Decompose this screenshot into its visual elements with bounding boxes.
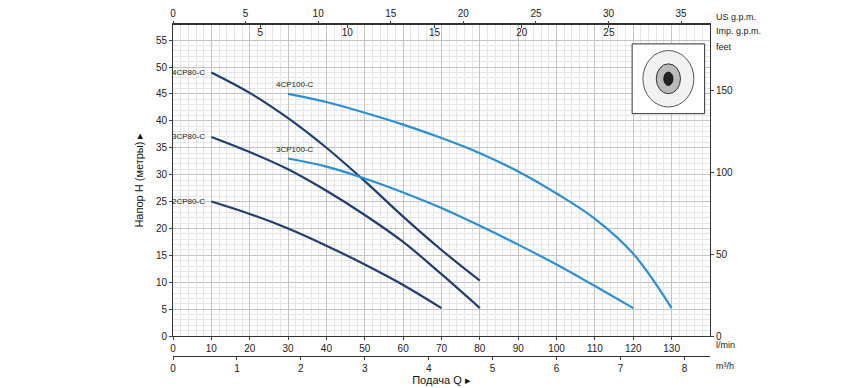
svg-text:100: 100 [716, 167, 733, 178]
svg-text:3CP100-C: 3CP100-C [276, 145, 314, 154]
svg-text:5: 5 [161, 304, 167, 315]
svg-text:3CP80-C: 3CP80-C [172, 132, 205, 141]
svg-text:7: 7 [618, 363, 624, 374]
svg-text:5: 5 [243, 8, 249, 19]
svg-text:60: 60 [398, 343, 410, 354]
svg-text:20: 20 [516, 27, 528, 38]
svg-text:2: 2 [298, 363, 304, 374]
svg-text:100: 100 [548, 343, 565, 354]
svg-text:1: 1 [234, 363, 240, 374]
svg-text:120: 120 [625, 343, 642, 354]
svg-text:40: 40 [156, 115, 168, 126]
svg-text:8: 8 [682, 363, 688, 374]
svg-text:90: 90 [513, 343, 525, 354]
svg-text:40: 40 [321, 343, 333, 354]
svg-text:6: 6 [554, 363, 560, 374]
svg-text:0: 0 [170, 8, 176, 19]
svg-text:110: 110 [587, 343, 603, 354]
svg-text:10: 10 [313, 8, 325, 19]
svg-text:25: 25 [156, 196, 168, 207]
svg-text:20: 20 [156, 223, 168, 234]
svg-text:5: 5 [490, 363, 496, 374]
svg-text:20: 20 [458, 8, 470, 19]
svg-text:20: 20 [244, 343, 256, 354]
svg-text:30: 30 [603, 8, 615, 19]
svg-text:2CP80-C: 2CP80-C [172, 197, 205, 206]
svg-text:Подача Q ▸: Подача Q ▸ [412, 374, 471, 386]
svg-text:55: 55 [156, 35, 168, 46]
svg-text:35: 35 [676, 8, 688, 19]
svg-text:10: 10 [342, 27, 354, 38]
svg-text:US g.p.m.: US g.p.m. [716, 12, 756, 22]
svg-text:4: 4 [426, 363, 432, 374]
svg-text:50: 50 [716, 249, 728, 260]
svg-text:80: 80 [474, 343, 486, 354]
svg-text:30: 30 [156, 169, 168, 180]
svg-text:4CP80-C: 4CP80-C [172, 68, 205, 77]
svg-text:10: 10 [206, 343, 218, 354]
svg-text:15: 15 [385, 8, 397, 19]
svg-text:l/min: l/min [716, 340, 735, 350]
svg-text:Напор H (метры) ▸: Напор H (метры) ▸ [133, 133, 145, 228]
svg-text:0: 0 [161, 331, 167, 342]
svg-text:3: 3 [362, 363, 368, 374]
svg-text:10: 10 [156, 277, 168, 288]
svg-text:0: 0 [170, 363, 176, 374]
svg-text:4CP100-C: 4CP100-C [276, 80, 314, 89]
svg-text:70: 70 [436, 343, 448, 354]
svg-text:m³/h: m³/h [716, 361, 734, 371]
svg-text:45: 45 [156, 88, 168, 99]
svg-text:15: 15 [156, 250, 168, 261]
svg-text:30: 30 [283, 343, 295, 354]
svg-text:50: 50 [359, 343, 371, 354]
svg-text:150: 150 [716, 85, 733, 96]
svg-text:0: 0 [170, 343, 176, 354]
svg-text:0: 0 [716, 331, 722, 342]
svg-text:25: 25 [603, 27, 615, 38]
svg-text:25: 25 [530, 8, 542, 19]
svg-text:Imp. g.p.m.: Imp. g.p.m. [716, 26, 761, 36]
svg-text:5: 5 [257, 27, 263, 38]
svg-text:130: 130 [663, 343, 680, 354]
svg-text:50: 50 [156, 62, 168, 73]
svg-text:feet: feet [716, 42, 732, 52]
svg-text:15: 15 [429, 27, 441, 38]
svg-text:35: 35 [156, 142, 168, 153]
